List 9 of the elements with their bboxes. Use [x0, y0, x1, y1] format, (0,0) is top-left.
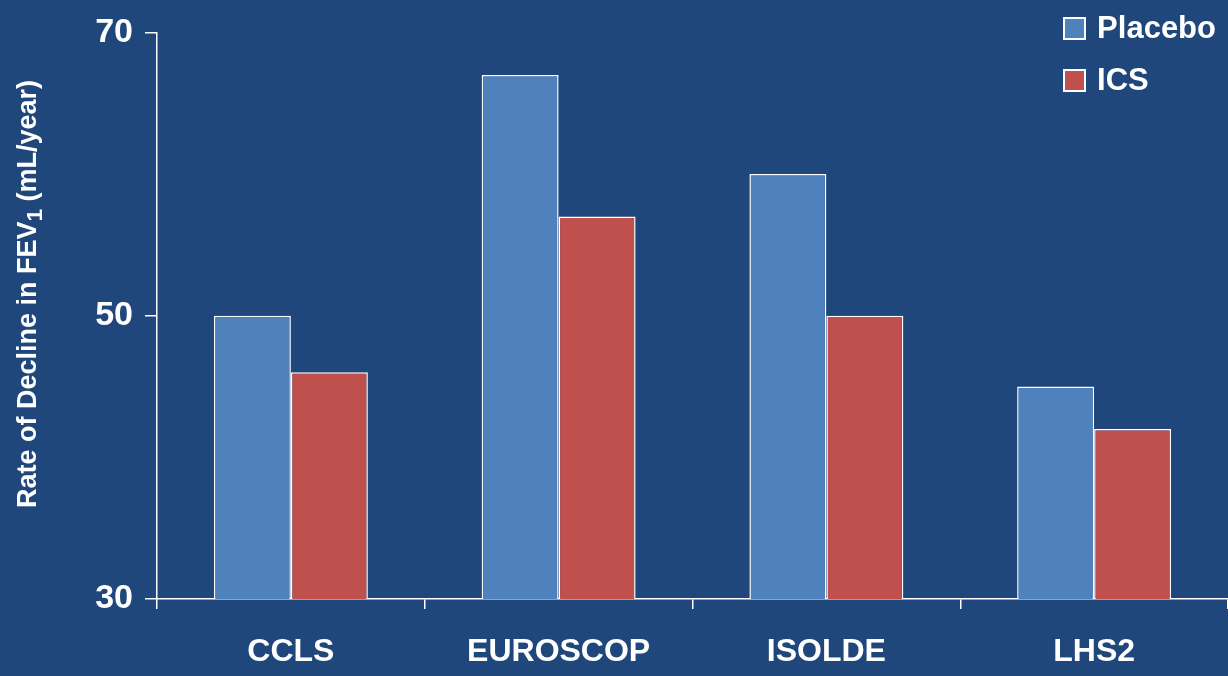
x-tick-label: CCLS — [247, 632, 335, 669]
y-tick-label: 50 — [95, 294, 133, 333]
x-tick-label: EUROSCOP — [467, 632, 651, 669]
y-tick-label: 30 — [95, 577, 133, 616]
legend-label: ICS — [1097, 62, 1149, 98]
x-tick-label: ISOLDE — [766, 632, 886, 669]
y-tick-label: 70 — [95, 10, 133, 49]
legend-label: Placebo — [1097, 10, 1216, 46]
x-tick-label: LHS2 — [1053, 632, 1136, 669]
